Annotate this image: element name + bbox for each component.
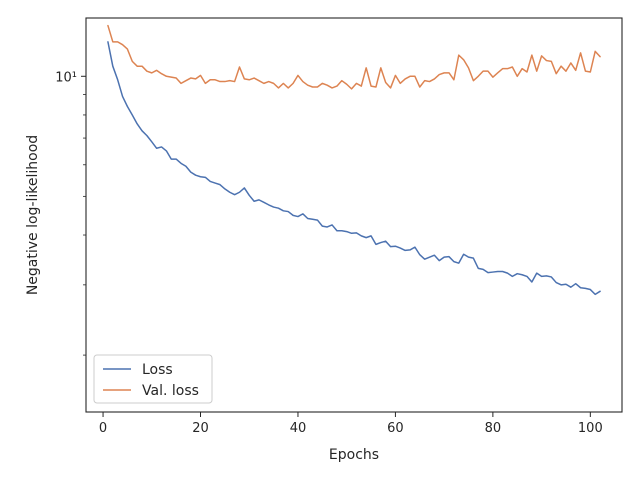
x-tick-label: 40 [290,421,307,436]
legend-box [93,354,213,404]
x-tick-label: 20 [192,421,209,436]
x-tick-label: 100 [578,421,603,436]
legend-entry: Loss [142,362,173,378]
x-tick-label: 60 [387,421,404,436]
series-line-loss [107,41,601,296]
axis-ticks: 0 20 40 60 80 100 10¹ [55,70,603,436]
legend: Loss Val. loss [93,354,213,404]
y-axis-label: Negative log-likelihood [25,135,41,295]
series-line-val-loss [107,24,601,90]
x-tick-label: 80 [485,421,502,436]
x-tick-label: 0 [99,421,107,436]
legend-entry: Val. loss [142,383,199,399]
plot-area [107,24,601,296]
axes-frame [85,17,623,413]
x-axis-label: Epochs [329,447,379,463]
y-tick-label: 10¹ [55,70,77,85]
